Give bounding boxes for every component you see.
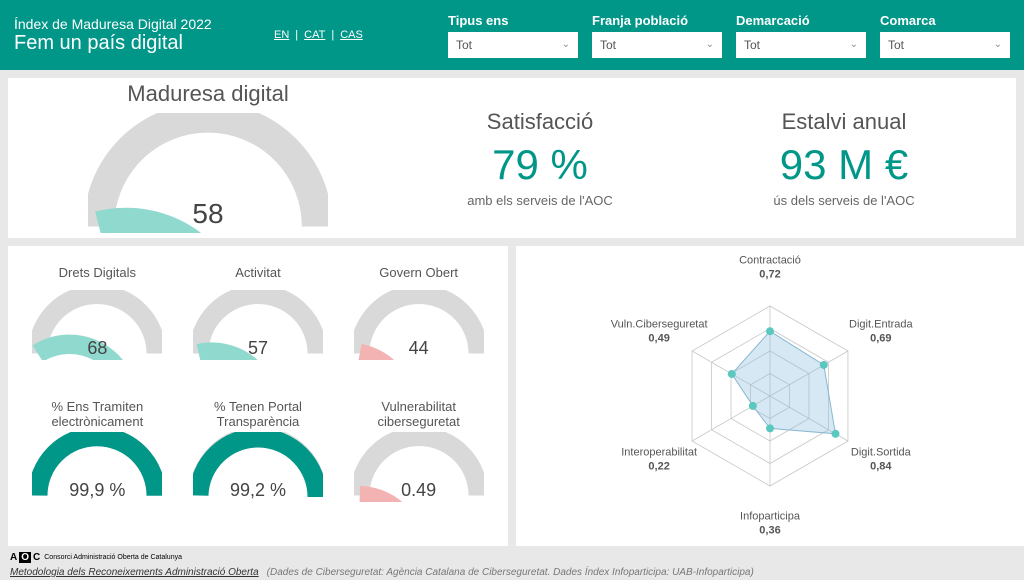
header-title-2: Fem un país digital [14, 32, 254, 55]
aoc-logo: AOC Consorci Administració Oberta de Cat… [10, 552, 182, 563]
mini-gauge-title-2: Govern Obert [379, 256, 458, 290]
chevron-down-icon: ⌄ [994, 39, 1002, 50]
footer: AOC Consorci Administració Oberta de Cat… [0, 550, 1024, 565]
filter-select-1[interactable]: Tot ⌄ [592, 32, 722, 58]
footer-source: (Dades de Ciberseguretat: Agència Catala… [267, 567, 754, 578]
main-gauge: 58 [88, 113, 328, 236]
filter-value-0: Tot [456, 38, 472, 52]
main-gauge-block: Maduresa digital 58 [28, 81, 388, 236]
radar-label-0: Contractació0,72 [739, 254, 801, 282]
filter-2: Demarcació Tot ⌄ [736, 13, 866, 58]
mini-gauge-chart-5: 0.49 [354, 432, 484, 505]
mini-gauge-4: % Tenen Portal Transparència 99,2 % [183, 398, 334, 536]
lang-en[interactable]: EN [274, 29, 289, 41]
mini-gauge-value-1: 57 [193, 338, 323, 359]
mini-gauges-panel: Drets Digitals 68 Activitat 57 Govern Ob… [8, 246, 508, 546]
mini-gauge-chart-1: 57 [193, 290, 323, 363]
radar-label-5: Vuln.Ciberseguretat0,49 [611, 318, 708, 346]
mini-gauge-3: % Ens Tramiten electrònicament 99,9 % [22, 398, 173, 536]
header-bar: Índex de Maduresa Digital 2022 Fem un pa… [0, 0, 1024, 70]
satisfaction-sub: amb els serveis de l'AOC [388, 193, 692, 208]
satisfaction-value: 79 % [388, 141, 692, 189]
filter-select-2[interactable]: Tot ⌄ [736, 32, 866, 58]
header-title-1: Índex de Maduresa Digital 2022 [14, 16, 254, 32]
main-gauge-title: Maduresa digital [28, 81, 388, 107]
radar-label-4: Interoperabilitat0,22 [621, 446, 697, 474]
mini-gauge-title-0: Drets Digitals [59, 256, 136, 290]
filter-0: Tipus ens Tot ⌄ [448, 13, 578, 58]
filter-select-0[interactable]: Tot ⌄ [448, 32, 578, 58]
filter-value-2: Tot [744, 38, 760, 52]
mini-gauge-title-5: Vulnerabilitat ciberseguretat [343, 398, 494, 432]
mini-gauge-1: Activitat 57 [183, 256, 334, 394]
filter-value-1: Tot [600, 38, 616, 52]
mini-gauge-0: Drets Digitals 68 [22, 256, 173, 394]
satisfaction-block: Satisfacció 79 % amb els serveis de l'AO… [388, 109, 692, 208]
mini-gauge-title-3: % Ens Tramiten electrònicament [22, 398, 173, 432]
mini-gauge-title-1: Activitat [235, 256, 281, 290]
chevron-down-icon: ⌄ [706, 39, 714, 50]
mini-gauge-chart-2: 44 [354, 290, 484, 363]
main-gauge-value: 58 [88, 198, 328, 230]
lang-cat[interactable]: CAT [304, 29, 325, 41]
filters: Tipus ens Tot ⌄ Franja població Tot ⌄ De… [448, 13, 1010, 58]
radar-svg [530, 256, 1010, 536]
mini-gauge-title-4: % Tenen Portal Transparència [183, 398, 334, 432]
filter-label-2: Demarcació [736, 13, 866, 28]
summary-row: Maduresa digital 58 Satisfacció 79 % amb… [8, 78, 1016, 238]
filter-3: Comarca Tot ⌄ [880, 13, 1010, 58]
footer-line2: Metodologia dels Reconeixements Administ… [0, 565, 1024, 580]
radar-chart: Contractació0,72 Digit.Entrada0,69 Digit.S… [530, 256, 1010, 536]
filter-label-3: Comarca [880, 13, 1010, 28]
filter-select-3[interactable]: Tot ⌄ [880, 32, 1010, 58]
radar-label-1: Digit.Entrada0,69 [849, 318, 913, 346]
mini-gauge-2: Govern Obert 44 [343, 256, 494, 394]
lang-cas[interactable]: CAS [340, 29, 363, 41]
radar-label-3: Infoparticipa0,36 [740, 510, 800, 538]
filter-label-0: Tipus ens [448, 13, 578, 28]
mini-gauge-value-0: 68 [32, 338, 162, 359]
savings-block: Estalvi anual 93 M € ús dels serveis de … [692, 109, 996, 208]
satisfaction-title: Satisfacció [388, 109, 692, 135]
detail-row: Drets Digitals 68 Activitat 57 Govern Ob… [8, 246, 1016, 546]
title-block: Índex de Maduresa Digital 2022 Fem un pa… [14, 16, 254, 55]
chevron-down-icon: ⌄ [850, 39, 858, 50]
filter-1: Franja població Tot ⌄ [592, 13, 722, 58]
radar-label-2: Digit.Sortida0,84 [851, 446, 911, 474]
mini-gauge-value-2: 44 [354, 338, 484, 359]
mini-gauge-chart-0: 68 [32, 290, 162, 363]
mini-gauge-value-4: 99,2 % [193, 480, 323, 501]
savings-title: Estalvi anual [692, 109, 996, 135]
methodology-link[interactable]: Metodologia dels Reconeixements Administ… [10, 567, 259, 578]
lang-switcher: EN | CAT | CAS [274, 29, 363, 41]
savings-sub: ús dels serveis de l'AOC [692, 193, 996, 208]
filter-label-1: Franja població [592, 13, 722, 28]
radar-panel: Contractació0,72 Digit.Entrada0,69 Digit.S… [516, 246, 1024, 546]
savings-value: 93 M € [692, 141, 996, 189]
chevron-down-icon: ⌄ [562, 39, 570, 50]
mini-gauge-5: Vulnerabilitat ciberseguretat 0.49 [343, 398, 494, 536]
mini-gauge-value-3: 99,9 % [32, 480, 162, 501]
mini-gauge-chart-4: 99,2 % [193, 432, 323, 505]
mini-gauge-chart-3: 99,9 % [32, 432, 162, 505]
filter-value-3: Tot [888, 38, 904, 52]
mini-gauge-value-5: 0.49 [354, 480, 484, 501]
